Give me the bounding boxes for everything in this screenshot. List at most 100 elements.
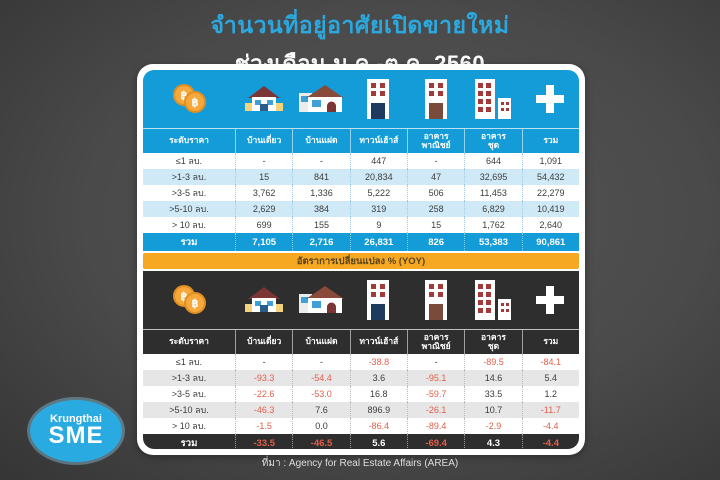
table-cell: -54.4 (292, 370, 349, 386)
table-row: ≤1 ลบ. - - -38.8- -89.5 -84.1 (143, 354, 579, 370)
column-header: ระดับราคา (169, 135, 209, 146)
table-cell: -69.4 (406, 434, 464, 449)
plus-icon (522, 82, 579, 116)
table-row: >5-10 ลบ. -46.3 7.6 896.9 -26.1 10.7 -11.7 (143, 402, 579, 418)
table-cell: 258 (406, 201, 464, 217)
table-cell: -4.4 (521, 434, 579, 449)
table-cell: 15 (235, 169, 292, 185)
table-row: ≤1 ลบ. - -447-644 1,091 (143, 153, 579, 169)
table-cell: -46.5 (292, 434, 349, 449)
table-cell: 15 (406, 217, 464, 233)
semi-detached-house-icon (292, 84, 349, 114)
table-cell: 2,716 (292, 233, 349, 251)
table-cell: 7,105 (235, 233, 292, 251)
page-title: จำนวนที่อยู่อาศัยเปิดขายใหม่ ช่วงเดือน ม… (0, 8, 720, 81)
table-cell: 384 (292, 201, 349, 217)
table-header-row: ระดับราคา บ้านเดี่ยว บ้านแฝด ทาวน์เฮ้าส์ อาค… (143, 329, 579, 354)
table-icons-row: ฿฿ (143, 271, 579, 329)
table-cell: - (292, 354, 349, 370)
logo-text-sme: SME (48, 422, 104, 450)
townhouse-icon (350, 78, 407, 120)
table-cell: 32,695 (464, 169, 521, 185)
table-cell: 2,640 (521, 217, 579, 233)
detached-house-icon (235, 84, 292, 114)
row-label: >1-3 ลบ. (171, 172, 207, 182)
table-cell: - (292, 153, 349, 169)
table-cell: 1,336 (292, 185, 349, 201)
commercial-building-icon (407, 78, 464, 120)
column-header: อาคาร พาณิชย์ (406, 129, 464, 153)
row-label: > 10 ลบ. (172, 421, 206, 431)
table-cell: 5.6 (349, 434, 407, 449)
logo-text-krungthai: Krungthai (50, 413, 102, 426)
table-row: >1-3 ลบ. 15 841 20,834 47 32,695 54,432 (143, 169, 579, 185)
table-cell: -38.8 (349, 354, 407, 370)
column-header: บ้านแฝด (292, 129, 349, 153)
table-cell: -95.1 (406, 370, 464, 386)
table-cell: 90,861 (521, 233, 579, 251)
table-cell: -22.6 (235, 386, 292, 402)
table-cell: - (235, 153, 292, 169)
table-cell: 26,831 (349, 233, 407, 251)
table-cell: - (235, 354, 292, 370)
row-label: > 10 ลบ. (172, 220, 206, 230)
table-cell: 7.6 (292, 402, 349, 418)
table-cell: 47 (406, 169, 464, 185)
table-cell: 1,762 (464, 217, 521, 233)
table-cell: -4.4 (521, 418, 579, 434)
table-cell: 447 (349, 153, 407, 169)
table-cell: 5.4 (521, 370, 579, 386)
row-label: รวม (180, 236, 198, 248)
table-cell: 1.2 (521, 386, 579, 402)
yoy-band-label: อัตราการเปลี่ยนแปลง % (YOY) (143, 253, 579, 269)
table-cell: -2.9 (464, 418, 521, 434)
table-cell: - (406, 153, 464, 169)
data-card: ฿฿ระดับราคา บ้านเดี่ยว บ้านแฝด ทาวน์เฮ้าส์อ… (137, 64, 585, 455)
table-header-row: ระดับราคา บ้านเดี่ยว บ้านแฝด ทาวน์เฮ้าส์ อาค… (143, 128, 579, 153)
commercial-building-icon (407, 279, 464, 321)
table-cell: 841 (292, 169, 349, 185)
column-header: รวม (521, 330, 579, 354)
table-cell: -89.5 (464, 354, 521, 370)
row-label: >3-5 ลบ. (171, 389, 207, 399)
table-cell: 10,419 (521, 201, 579, 217)
table-cell: 53,383 (464, 233, 521, 251)
table-row: >3-5 ลบ. 3,762 1,336 5,222 506 11,453 22,279 (143, 185, 579, 201)
column-header: บ้านแฝด (292, 330, 349, 354)
table-cell: - (406, 354, 464, 370)
coins-icon: ฿฿ (143, 285, 235, 315)
table-row: >1-3 ลบ. -93.3 -54.4 3.6 -95.1 14.6 5.4 (143, 370, 579, 386)
row-label: >3-5 ลบ. (171, 188, 207, 198)
table-cell: 6,829 (464, 201, 521, 217)
table-cell: 33.5 (464, 386, 521, 402)
row-label: >5-10 ลบ. (169, 405, 209, 415)
row-label: >5-10 ลบ. (169, 204, 209, 214)
table-cell: 0.0 (292, 418, 349, 434)
svg-text:฿: ฿ (192, 298, 199, 310)
table-cell: 506 (406, 185, 464, 201)
svg-text:฿: ฿ (181, 90, 188, 102)
column-header: ทาวน์เฮ้าส์ (349, 330, 407, 354)
plus-icon (522, 283, 579, 317)
table-row: > 10 ลบ. 699 155 9 15 1,762 2,640 (143, 217, 579, 233)
townhouse-icon (350, 279, 407, 321)
condo-icon (464, 78, 521, 120)
table-cell: 16.8 (349, 386, 407, 402)
column-header: อาคาร ชุด (464, 129, 521, 153)
table-row: > 10 ลบ. -1.5 0.0 -86.4 -89.4 -2.9 -4.4 (143, 418, 579, 434)
semi-detached-house-icon (292, 285, 349, 315)
row-label: >1-3 ลบ. (171, 373, 207, 383)
column-header: อาคาร พาณิชย์ (406, 330, 464, 354)
column-header: อาคาร ชุด (464, 330, 521, 354)
column-header: รวม (521, 129, 579, 153)
table-cell: 155 (292, 217, 349, 233)
row-label: ≤1 ลบ. (175, 156, 203, 166)
units-table: ฿฿ระดับราคา บ้านเดี่ยว บ้านแฝด ทาวน์เฮ้าส์อ… (143, 70, 579, 251)
column-header: บ้านเดี่ยว (235, 129, 292, 153)
table-cell: 2,629 (235, 201, 292, 217)
table-cell: -33.5 (235, 434, 292, 449)
table-cell: 896.9 (349, 402, 407, 418)
table-cell: 699 (235, 217, 292, 233)
table-cell: 22,279 (521, 185, 579, 201)
svg-text:฿: ฿ (181, 291, 188, 303)
